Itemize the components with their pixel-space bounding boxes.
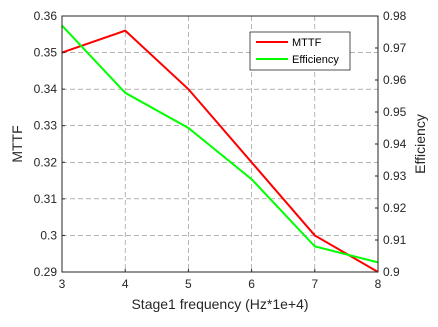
left-tick-label: 0.29	[34, 265, 58, 279]
legend-box	[249, 31, 351, 71]
legend-label-mttf: MTTF	[292, 37, 322, 49]
legend-label-efficiency: Efficiency	[292, 54, 339, 66]
left-axis-ticks: 0.29 0.3 0.31 0.32 0.33 0.34 0.35 0.36	[34, 9, 65, 279]
x-tick-label: 7	[311, 277, 318, 291]
x-axis-label: Stage1 frequency (Hz*1e+4)	[131, 296, 308, 312]
left-tick-label: 0.31	[34, 192, 58, 206]
series-layer	[61, 24, 379, 273]
right-tick-label: 0.95	[383, 105, 407, 119]
right-tick-label: 0.9	[383, 265, 400, 279]
x-tick-label: 3	[59, 277, 66, 291]
right-tick-label: 0.96	[383, 73, 407, 87]
left-tick-label: 0.32	[34, 155, 58, 169]
x-tick-label: 8	[375, 277, 382, 291]
x-tick-label: 5	[185, 277, 192, 291]
x-tick-label: 6	[248, 277, 255, 291]
x-axis-ticks: 3 4 5 6 7 8	[59, 269, 382, 291]
right-tick-label: 0.92	[383, 201, 407, 215]
right-tick-label: 0.97	[383, 41, 407, 55]
left-tick-label: 0.35	[34, 46, 58, 60]
left-tick-label: 0.36	[34, 9, 58, 23]
right-axis-ticks: 0.9 0.91 0.92 0.93 0.94 0.95 0.96 0.97 0.98	[375, 9, 407, 279]
series-line-mttf	[61, 29, 379, 273]
grid-lines	[62, 16, 378, 272]
series-line-efficiency	[61, 24, 379, 264]
left-tick-label: 0.33	[34, 119, 58, 133]
x-tick-label: 4	[122, 277, 129, 291]
right-tick-label: 0.93	[383, 169, 407, 183]
right-tick-label: 0.91	[383, 233, 407, 247]
left-tick-label: 0.34	[34, 82, 58, 96]
right-tick-label: 0.98	[383, 9, 407, 23]
right-axis-label: Efficiency	[412, 114, 428, 174]
left-axis-label: MTTF	[9, 125, 25, 162]
legend: MTTF Efficiency	[249, 31, 351, 71]
right-tick-label: 0.94	[383, 137, 407, 151]
left-tick-label: 0.3	[40, 228, 57, 242]
